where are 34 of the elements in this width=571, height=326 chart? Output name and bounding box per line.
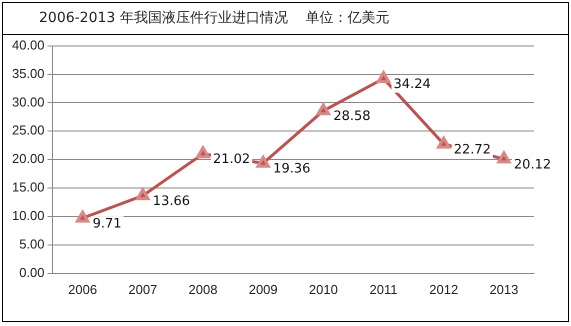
data-label: 28.58	[333, 109, 371, 124]
point	[136, 188, 150, 200]
data-label: 19.36	[273, 162, 310, 177]
y-tick-label: 10.00	[12, 208, 45, 224]
point	[437, 136, 450, 149]
x-tick-label: 2007	[128, 282, 158, 297]
x-tick-label: 2010	[308, 282, 338, 297]
x-tick-label: 2012	[429, 282, 458, 297]
x-tick-label: 2013	[489, 282, 518, 297]
y-tick-label: 0.00	[19, 264, 45, 280]
point	[376, 71, 390, 84]
data-label: 20.12	[514, 157, 552, 172]
y-tick-label: 30.00	[12, 94, 45, 110]
y-tick-label: 15.00	[12, 180, 45, 195]
point	[497, 151, 511, 164]
point	[76, 210, 90, 223]
data-label: 21.02	[212, 152, 250, 168]
point	[316, 103, 330, 116]
x-tick-label: 2009	[248, 282, 278, 297]
chart-title: 2006-2013 年我国液压件行业进口情况 单位：亿美元	[3, 3, 568, 35]
x-tick-label: 2008	[188, 282, 218, 297]
y-tick-label: 35.00	[12, 66, 45, 81]
data-label: 9.71	[92, 216, 122, 232]
data-label: 13.66	[152, 194, 190, 210]
data-label: 34.24	[394, 76, 431, 92]
y-tick-label: 5.00	[19, 236, 45, 252]
y-tick-label: 40.00	[12, 37, 45, 52]
y-tick-label: 20.00	[12, 151, 45, 166]
x-tick-label: 2011	[370, 282, 398, 297]
y-tick-label: 25.00	[12, 122, 45, 138]
point	[256, 156, 270, 168]
x-tick-label: 2006	[68, 282, 98, 297]
point	[196, 146, 210, 158]
data-label: 22.72	[454, 142, 491, 158]
